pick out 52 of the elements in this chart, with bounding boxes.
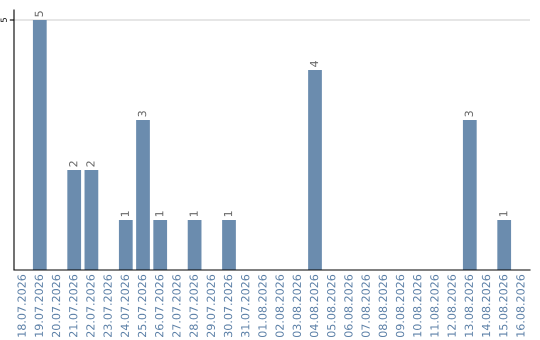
x-tick-label: 10.08.2026 xyxy=(413,274,422,337)
bar xyxy=(136,120,150,270)
bar xyxy=(497,220,512,270)
x-tick-label: 30.07.2026 xyxy=(224,274,232,337)
data-label: 5 xyxy=(34,11,44,17)
data-label: 4 xyxy=(310,60,318,67)
x-tick-label: 27.07.2026 xyxy=(172,274,181,337)
x-tick-label: 08.08.2026 xyxy=(378,274,388,338)
bar xyxy=(84,170,98,270)
x-tick-label: 29.07.2026 xyxy=(206,274,216,337)
x-tick-label: 11.08.2026 xyxy=(430,274,439,337)
data-label: 2 xyxy=(86,161,94,167)
x-tick-label: 05.08.2026 xyxy=(327,274,336,338)
x-tick-label: 04.08.2026 xyxy=(310,274,318,338)
x-tick-label: 31.07.2026 xyxy=(241,274,250,337)
bar xyxy=(462,120,477,270)
x-tick-label: 02.08.2026 xyxy=(275,274,284,338)
x-tick-label: 12.08.2026 xyxy=(447,274,456,337)
data-label: 1 xyxy=(155,211,164,216)
bar xyxy=(153,220,168,270)
x-tick-label: 01.08.2026 xyxy=(258,274,267,338)
x-tick-label: 20.07.2026 xyxy=(52,274,60,337)
x-tick-label: 06.08.2026 xyxy=(344,274,353,338)
x-tick-label: 25.07.2026 xyxy=(138,274,146,337)
bar xyxy=(118,220,133,270)
x-tick-label: 18.07.2026 xyxy=(17,274,26,337)
x-tick-label: 22.07.2026 xyxy=(86,274,95,337)
data-label: 1 xyxy=(190,211,198,216)
data-label: 1 xyxy=(224,211,232,216)
data-label: 3 xyxy=(464,111,474,117)
x-tick-label: 13.08.2026 xyxy=(464,274,474,337)
x-tick-label: 21.07.2026 xyxy=(69,274,78,337)
bar xyxy=(308,70,322,270)
x-tick-label: 03.08.2026 xyxy=(292,274,302,338)
bar xyxy=(67,170,82,270)
x-tick-label: 26.07.2026 xyxy=(155,274,164,337)
data-label: 1 xyxy=(499,211,508,216)
x-tick-label: 07.08.2026 xyxy=(361,274,370,338)
bar xyxy=(188,220,202,270)
x-tick-label: 09.08.2026 xyxy=(396,274,404,338)
x-tick-label: 16.08.2026 xyxy=(516,274,525,337)
bar xyxy=(32,20,47,270)
data-label: 2 xyxy=(69,161,78,167)
x-tick-label: 24.07.2026 xyxy=(120,274,130,337)
bar xyxy=(222,220,236,270)
x-tick-label: 28.07.2026 xyxy=(189,274,198,337)
x-tick-label: 19.07.2026 xyxy=(34,274,44,337)
data-label: 3 xyxy=(138,111,146,117)
x-tick-label: 14.08.2026 xyxy=(482,274,490,337)
x-tick-label: 15.08.2026 xyxy=(499,274,508,337)
x-tick-label: 23.07.2026 xyxy=(103,274,112,337)
data-label: 1 xyxy=(120,211,129,216)
